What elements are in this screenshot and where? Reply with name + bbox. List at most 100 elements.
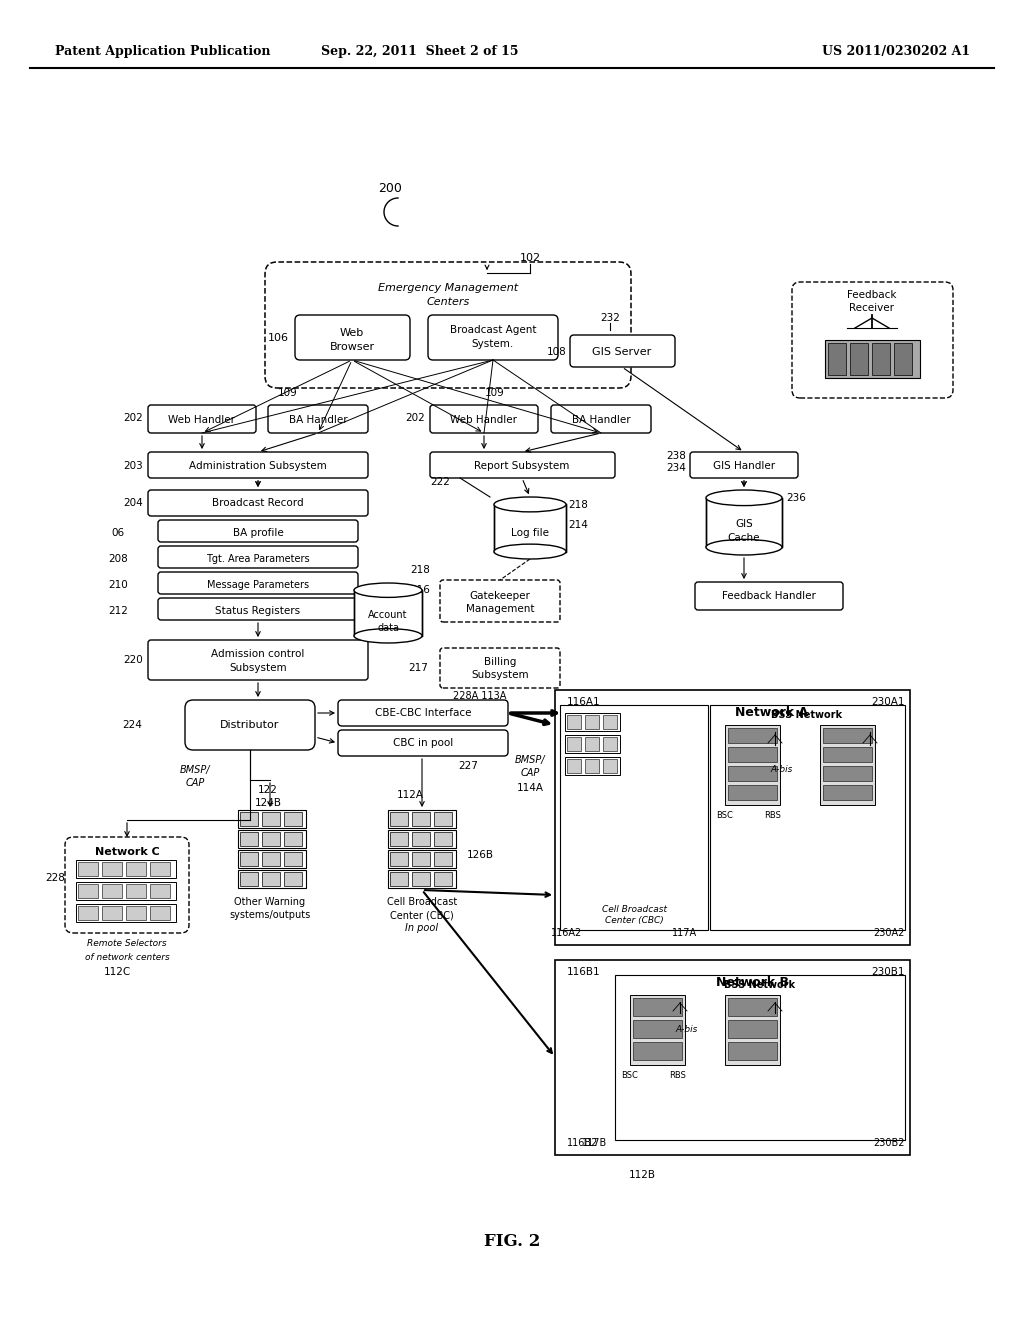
Text: Account: Account [369, 610, 408, 620]
Text: Admission control: Admission control [211, 649, 305, 659]
Bar [728, 998, 777, 1016]
Text: 116A1: 116A1 [567, 697, 601, 708]
Bar [728, 747, 777, 762]
Text: 109: 109 [279, 388, 298, 399]
Text: Cell Broadcast: Cell Broadcast [601, 906, 667, 915]
FancyBboxPatch shape [65, 837, 189, 933]
Bar [565, 713, 620, 731]
Text: 230A2: 230A2 [873, 928, 905, 939]
Text: 204: 204 [123, 498, 143, 508]
Text: data: data [377, 623, 399, 634]
Bar [238, 850, 306, 869]
FancyBboxPatch shape [440, 579, 560, 622]
Text: GIS Handler: GIS Handler [713, 461, 775, 471]
Text: RBS: RBS [765, 810, 781, 820]
Bar [76, 904, 176, 921]
Text: 212: 212 [109, 606, 128, 616]
Bar [728, 729, 777, 743]
Bar [240, 832, 258, 846]
Text: BSS Network: BSS Network [724, 979, 796, 990]
Text: Browser: Browser [330, 342, 375, 352]
FancyBboxPatch shape [268, 405, 368, 433]
Ellipse shape [706, 490, 782, 506]
Text: 200: 200 [378, 181, 402, 194]
Ellipse shape [494, 544, 566, 558]
Bar [585, 759, 599, 774]
Text: 230B2: 230B2 [873, 1138, 905, 1148]
Text: BSC: BSC [717, 810, 733, 820]
Text: 116B2: 116B2 [567, 1138, 598, 1148]
Text: 224: 224 [122, 719, 142, 730]
Text: 238: 238 [666, 451, 686, 461]
Bar [390, 832, 408, 846]
Bar [388, 830, 456, 847]
Bar [603, 715, 617, 729]
Text: Center (CBC): Center (CBC) [604, 916, 664, 925]
FancyBboxPatch shape [148, 405, 256, 433]
Bar [262, 851, 280, 866]
Text: 116B1: 116B1 [567, 968, 601, 977]
Text: Patent Application Publication: Patent Application Publication [55, 45, 270, 58]
Text: Cell Broadcast: Cell Broadcast [387, 898, 457, 907]
Text: Web: Web [340, 327, 365, 338]
Bar [585, 715, 599, 729]
FancyBboxPatch shape [158, 520, 358, 543]
Text: 208: 208 [109, 554, 128, 564]
Text: Subsystem: Subsystem [229, 663, 287, 673]
Ellipse shape [706, 540, 782, 554]
Text: 102: 102 [519, 253, 541, 263]
Bar [78, 862, 98, 876]
FancyBboxPatch shape [185, 700, 315, 750]
Text: 126B: 126B [467, 850, 494, 861]
FancyBboxPatch shape [148, 451, 368, 478]
FancyBboxPatch shape [148, 640, 368, 680]
Text: Remote Selectors: Remote Selectors [87, 940, 167, 949]
Text: BSC: BSC [622, 1071, 638, 1080]
Bar [633, 1020, 682, 1038]
Bar [262, 812, 280, 826]
FancyBboxPatch shape [792, 282, 953, 399]
Text: 228: 228 [45, 873, 65, 883]
Bar [633, 998, 682, 1016]
Text: Report Subsystem: Report Subsystem [474, 461, 569, 471]
Text: 114A: 114A [516, 783, 544, 793]
Bar [102, 862, 122, 876]
Text: 202: 202 [123, 413, 143, 422]
FancyBboxPatch shape [158, 572, 358, 594]
Text: 112A: 112A [396, 789, 424, 800]
FancyBboxPatch shape [158, 598, 358, 620]
Bar [828, 343, 846, 375]
Text: 218: 218 [568, 500, 588, 510]
FancyBboxPatch shape [158, 546, 358, 568]
Bar [388, 850, 456, 869]
Text: 214: 214 [568, 520, 588, 531]
Text: 230B1: 230B1 [871, 968, 905, 977]
FancyBboxPatch shape [338, 730, 508, 756]
Bar [262, 832, 280, 846]
Bar [706, 498, 782, 548]
Bar [434, 851, 452, 866]
Text: GIS: GIS [735, 519, 753, 529]
Bar [388, 810, 456, 828]
FancyBboxPatch shape [148, 490, 368, 516]
Bar [238, 870, 306, 888]
Text: Web Handler: Web Handler [451, 414, 517, 425]
Text: Broadcast Record: Broadcast Record [212, 498, 304, 508]
Bar [603, 759, 617, 774]
Bar [240, 851, 258, 866]
Text: 112B: 112B [629, 1170, 655, 1180]
Text: Centers: Centers [426, 297, 470, 308]
FancyBboxPatch shape [695, 582, 843, 610]
Bar [102, 884, 122, 898]
Bar [238, 810, 306, 828]
Text: Broadcast Agent: Broadcast Agent [450, 325, 537, 335]
Text: 228A 113A: 228A 113A [454, 690, 507, 701]
Text: Cache: Cache [728, 533, 760, 543]
Text: 220: 220 [123, 655, 143, 665]
Text: Center (CBC): Center (CBC) [390, 909, 454, 920]
Text: Emergency Management: Emergency Management [378, 282, 518, 293]
Text: 230A1: 230A1 [871, 697, 905, 708]
Bar [434, 812, 452, 826]
Text: Distributor: Distributor [220, 719, 280, 730]
FancyBboxPatch shape [430, 405, 538, 433]
